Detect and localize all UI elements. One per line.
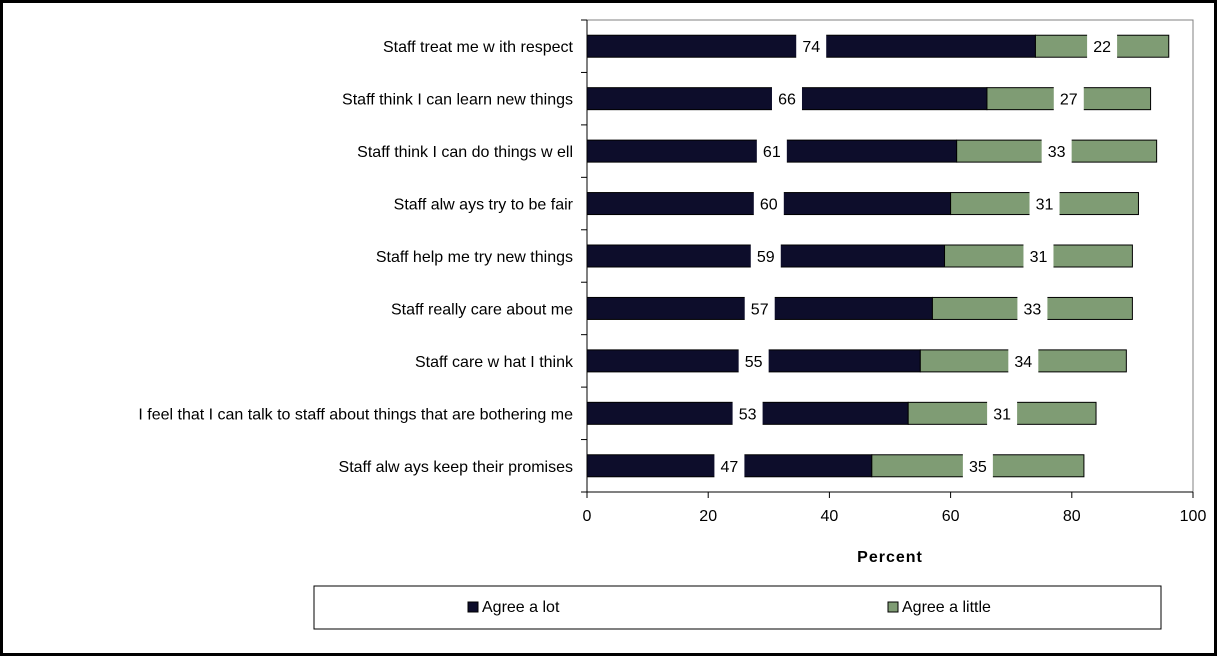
category-labels: Staff treat me w ith respect Staff think … [138, 39, 574, 476]
data-label-bg [738, 346, 769, 375]
data-label: 34 [1014, 354, 1032, 371]
category-label: I feel that I can talk to staff about th… [138, 406, 573, 423]
legend: Agree a lot Agree a little [313, 585, 1162, 630]
legend-label-agree-a-little: Agree a little [902, 599, 991, 616]
category-label: Staff really care about me [391, 301, 573, 318]
data-label: 33 [1024, 301, 1042, 318]
data-label-bg [987, 399, 1018, 428]
data-label-bg [732, 399, 763, 428]
data-label: 33 [1048, 144, 1066, 161]
data-label-bg [1041, 137, 1072, 166]
data-label: 55 [745, 354, 763, 371]
legend-label-agree-a-lot: Agree a lot [482, 599, 560, 616]
data-label: 57 [751, 301, 769, 318]
data-label-bg [771, 84, 802, 113]
data-label-bg [1008, 346, 1039, 375]
data-label-bg [1017, 294, 1048, 323]
data-label: 74 [802, 39, 820, 56]
data-label: 31 [1036, 197, 1054, 214]
data-label-bg [796, 32, 827, 61]
data-label: 53 [739, 406, 757, 423]
category-label: Staff help me try new things [376, 249, 573, 266]
data-label: 60 [760, 197, 778, 214]
data-label: 59 [757, 249, 775, 266]
x-axis-title: Percent [857, 549, 923, 566]
x-tick-label: 100 [1180, 508, 1207, 525]
data-label: 66 [778, 92, 796, 109]
data-label-bg [1029, 189, 1060, 218]
data-label-bg [753, 189, 784, 218]
x-tick-label: 80 [1063, 508, 1081, 525]
category-label: Staff think I can learn new things [342, 92, 573, 109]
category-label: Staff alw ays try to be fair [394, 197, 574, 214]
data-label: 35 [969, 459, 987, 476]
data-label: 47 [721, 459, 739, 476]
data-label: 22 [1093, 39, 1111, 56]
data-label-bg [756, 137, 787, 166]
category-label: Staff alw ays keep their promises [339, 459, 573, 476]
data-label-bg [1053, 84, 1084, 113]
category-label: Staff treat me w ith respect [383, 39, 574, 56]
x-tick-label: 20 [699, 508, 717, 525]
x-axis: 0 20 40 60 80 100 [581, 19, 1207, 525]
legend-swatch-agree-a-lot [467, 601, 479, 613]
legend-box [313, 585, 1162, 630]
x-tick-label: 0 [583, 508, 592, 525]
data-label-bg [744, 294, 775, 323]
data-label: 31 [993, 406, 1011, 423]
data-label-bg [1023, 242, 1054, 270]
data-label-bg [962, 451, 993, 480]
data-label: 27 [1060, 92, 1078, 109]
x-tick-label: 60 [942, 508, 960, 525]
x-tick-label: 40 [821, 508, 839, 525]
data-label-bg [750, 242, 781, 270]
data-label: 31 [1030, 249, 1048, 266]
data-label: 61 [763, 144, 781, 161]
category-label: Staff care w hat I think [415, 354, 574, 371]
data-label-bg [714, 451, 745, 480]
category-label: Staff think I can do things w ell [357, 144, 573, 161]
bars-group: 74 22 66 27 61 33 60 31 59 31 57 33 55 34 53 31 47 35 [586, 32, 1170, 480]
data-label-bg [1087, 32, 1118, 61]
legend-swatch-agree-a-little [887, 601, 899, 613]
